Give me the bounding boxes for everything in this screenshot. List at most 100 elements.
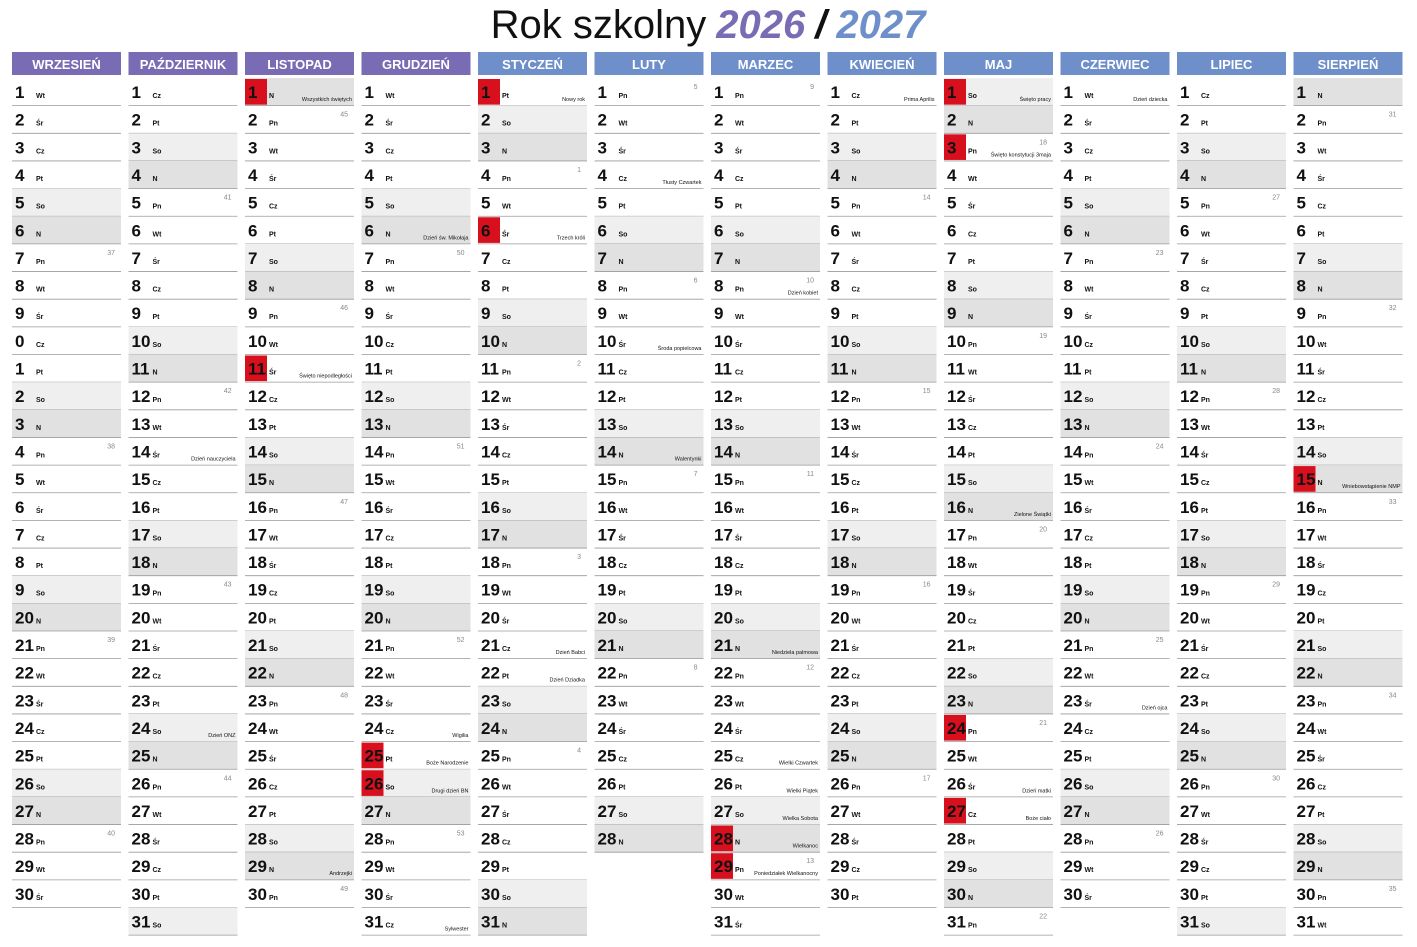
day-number: 22: [248, 664, 267, 683]
weekday: Cz: [1201, 674, 1210, 681]
weekday: N: [386, 425, 391, 432]
weekday: Cz: [1201, 480, 1210, 487]
weekday: Pt: [269, 231, 277, 238]
day-number: 16: [1180, 498, 1199, 517]
day-number: 6: [15, 221, 24, 240]
sunday-shade: [711, 243, 820, 272]
week-number: 29: [1272, 582, 1280, 589]
day-number: 3: [598, 138, 607, 157]
weekday: Wt: [153, 425, 163, 432]
weekday: Pt: [968, 259, 976, 266]
day-number: 18: [481, 553, 500, 572]
weekday: Pn: [36, 259, 45, 266]
weekday: Pn: [852, 784, 861, 791]
day-number: 2: [1064, 111, 1073, 130]
day-number: 9: [15, 304, 24, 323]
weekday: Pt: [852, 701, 860, 708]
day-number: 13: [365, 415, 384, 434]
day-number: 24: [1064, 719, 1083, 738]
day-number: 31: [1180, 913, 1199, 932]
weekday: Pt: [1085, 563, 1093, 570]
day-number: 29: [15, 857, 34, 876]
day-number: 22: [714, 664, 733, 683]
day-number: 29: [248, 857, 267, 876]
weekday: Wt: [1201, 618, 1211, 625]
weekday: Cz: [269, 784, 278, 791]
month-name: MAJ: [985, 57, 1012, 72]
day-number: 25: [15, 747, 34, 766]
weekday: Śr: [1085, 119, 1093, 128]
sunday-shade: [12, 216, 121, 244]
weekday: Pn: [1201, 591, 1210, 598]
day-number: 24: [1180, 719, 1199, 738]
day-number: 4: [947, 166, 957, 185]
holiday-mark: [944, 134, 966, 160]
day-number: 25: [481, 747, 500, 766]
weekday: Cz: [1201, 867, 1210, 874]
title-text: Rok szkolny: [491, 3, 707, 47]
day-number: 9: [481, 304, 490, 323]
weekday: Śr: [502, 810, 510, 819]
day-number: 1: [15, 83, 24, 102]
day-number: 19: [714, 581, 733, 600]
day-number: 5: [1064, 194, 1073, 213]
day-number: 25: [248, 747, 267, 766]
saturday-shade: [128, 520, 238, 549]
day-note: Trzech króli: [557, 235, 585, 241]
day-number: 8: [132, 277, 141, 296]
saturday-shade: [1060, 769, 1170, 797]
weekday: Wt: [386, 480, 396, 487]
day-number: 9: [15, 581, 24, 600]
day-number: 17: [132, 525, 151, 544]
day-number: 9: [132, 304, 141, 323]
day-note: Święto niepodległości: [299, 372, 352, 380]
weekday: Śr: [386, 506, 394, 515]
day-number: 14: [132, 442, 151, 461]
week-number: 5: [694, 84, 698, 91]
week-number: 33: [1389, 499, 1397, 506]
month-header: [944, 52, 1053, 75]
weekday: Pn: [1318, 701, 1327, 708]
saturday-shade: [12, 382, 121, 410]
weekday: Pn: [735, 480, 744, 487]
weekday: Pt: [269, 425, 277, 432]
week-number: 9: [810, 84, 814, 91]
weekday: N: [36, 812, 41, 819]
day-number: 2: [15, 387, 24, 406]
day-number: 19: [248, 581, 267, 600]
weekday: N: [1318, 867, 1323, 874]
weekday: Pn: [386, 259, 395, 266]
day-number: 15: [481, 470, 500, 489]
weekday: Cz: [386, 729, 395, 736]
weekday: Śr: [735, 533, 743, 542]
day-number: 22: [132, 664, 151, 683]
sunday-shade: [827, 160, 937, 189]
day-number: 11: [831, 360, 849, 379]
saturday-shade: [1060, 188, 1170, 217]
day-number: 15: [1064, 470, 1083, 489]
day-number: 7: [365, 249, 374, 268]
holiday-mark: [944, 797, 966, 824]
weekday: Pn: [153, 591, 162, 598]
day-number: 12: [831, 387, 850, 406]
weekday: So: [502, 701, 511, 708]
weekday: Śr: [735, 921, 743, 930]
day-number: 31: [714, 913, 733, 932]
weekday: Pt: [153, 895, 161, 902]
weekday: Śr: [968, 202, 976, 211]
weekday: Pn: [735, 287, 744, 294]
saturday-shade: [711, 216, 820, 244]
day-number: 31: [365, 913, 384, 932]
day-number: 25: [598, 747, 617, 766]
weekday: Śr: [36, 893, 44, 902]
weekday: Wt: [968, 370, 978, 377]
weekday: Wt: [1085, 674, 1095, 681]
day-note: Sylwester: [445, 927, 469, 933]
day-number: 7: [598, 249, 607, 268]
day-number: 13: [714, 415, 733, 434]
day-number: 5: [598, 194, 607, 213]
saturday-shade: [128, 713, 238, 742]
week-number: 35: [1389, 886, 1397, 893]
weekday: Cz: [269, 204, 278, 211]
weekday: Cz: [502, 452, 511, 459]
